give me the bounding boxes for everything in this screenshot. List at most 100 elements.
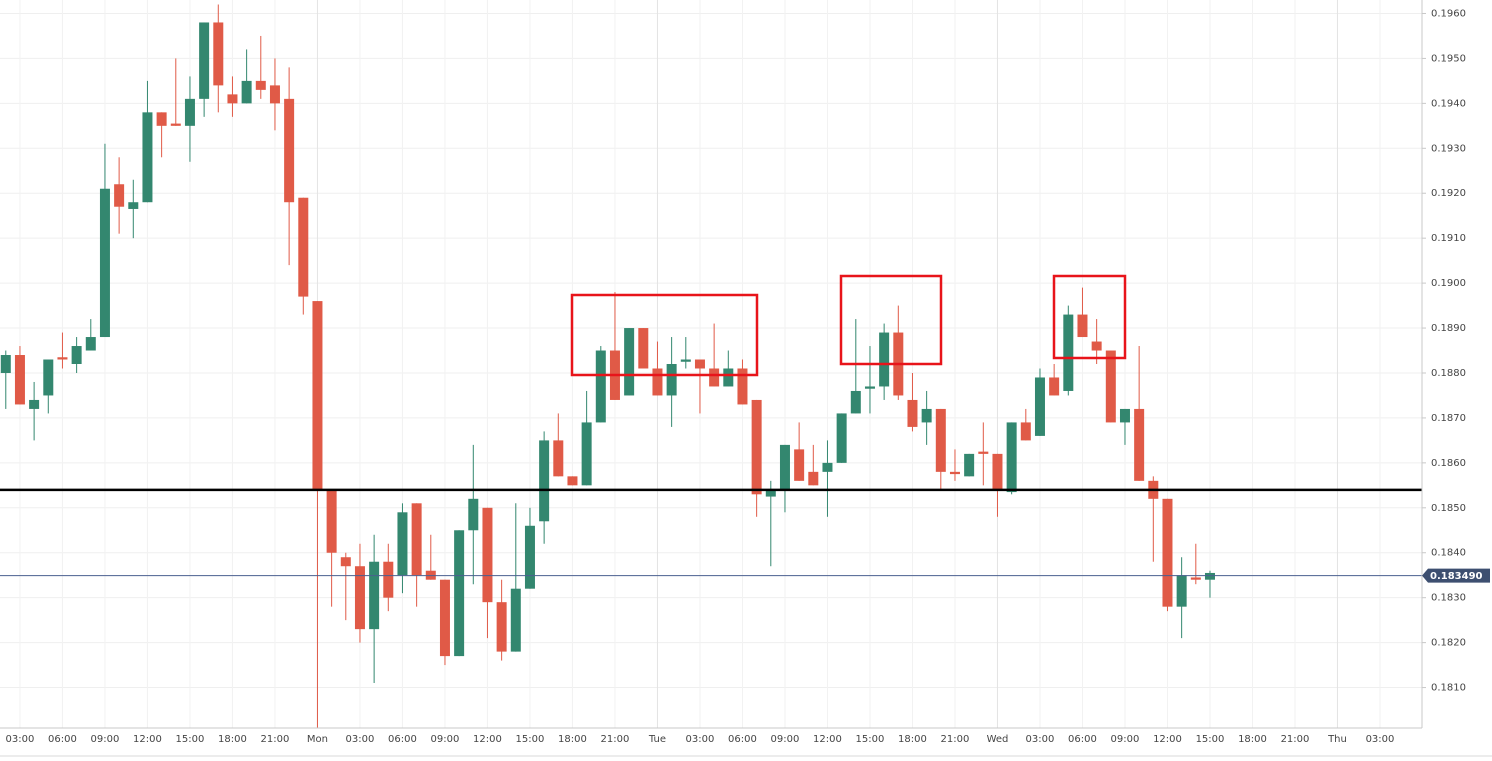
candle-body [298,197,309,297]
candle-body [269,85,280,104]
candle-body [199,22,210,99]
candle-body [553,440,564,477]
x-tick-label: 21:00 [941,734,970,745]
candle-body [142,112,153,203]
y-tick-label: 0.1930 [1431,143,1466,154]
candle-body [326,489,337,553]
candle-body [539,440,550,522]
y-tick-label: 0.1920 [1431,188,1466,199]
highlight-box [570,293,759,377]
x-tick-label: 09:00 [431,734,460,745]
candle-body [213,22,224,86]
candle-body [184,98,195,126]
candle-body [765,489,776,497]
candle-body [567,476,578,486]
x-tick-label: 15:00 [856,734,885,745]
x-tick-label: 03:00 [6,734,35,745]
candle-body [751,399,762,495]
candle-body [1204,572,1215,580]
x-tick-label: 06:00 [728,734,757,745]
y-tick-label: 0.1870 [1431,413,1466,424]
x-tick-label: Wed [987,734,1009,745]
candle-body [482,507,493,603]
candle-body [1162,498,1173,607]
x-tick-label: 21:00 [261,734,290,745]
candle-body [808,471,819,486]
candle-body [836,413,847,463]
candle-body [170,123,181,126]
y-tick-label: 0.1950 [1431,53,1466,64]
candle-body [694,359,705,369]
candle-body [411,503,422,576]
candle-body [1134,408,1145,481]
candle-body [57,357,68,360]
candle-body [709,368,720,387]
highlight-box [839,274,943,366]
x-tick-label: 12:00 [473,734,502,745]
candle-body [1176,575,1187,607]
grid [0,0,1422,728]
candle-body [1105,350,1116,423]
x-tick-label: 21:00 [1281,734,1310,745]
candle-body [227,94,238,104]
y-tick-label: 0.1810 [1431,683,1466,694]
candle-body [241,80,252,104]
x-tick-label: 15:00 [176,734,205,745]
candle-body [156,112,167,126]
candle-body [468,498,479,531]
x-tick-label: 15:00 [516,734,545,745]
x-tick-label: 06:00 [48,734,77,745]
candle-body [383,561,394,598]
candle-body [794,449,805,481]
y-tick-label: 0.1890 [1431,323,1466,334]
candle-body [128,202,139,209]
candle-body [978,451,989,454]
candle-body [369,561,380,630]
candle-body [524,525,535,589]
y-tick-label: 0.1840 [1431,548,1466,559]
candle-body [284,98,295,203]
x-tick-label: 21:00 [601,734,630,745]
annotations [570,274,1127,377]
candle-body [949,471,960,475]
candle-body [354,566,365,630]
candle-body [340,557,351,567]
candle-body [921,408,932,423]
x-tick-label: Mon [307,734,328,745]
x-tick-label: 09:00 [1111,734,1140,745]
candle-body [680,359,691,362]
candle-body [723,368,734,387]
candle-body [1091,341,1102,351]
candle-body [907,399,918,427]
x-tick-label: 03:00 [686,734,715,745]
y-tick-label: 0.1960 [1431,8,1466,19]
candle-body [1049,377,1060,396]
x-tick-label: 03:00 [1366,734,1395,745]
candle-body [595,350,606,423]
candle-body [992,453,1003,490]
x-tick-label: 18:00 [558,734,587,745]
candle-body [864,386,875,389]
x-tick-label: 12:00 [133,734,162,745]
candle-body [964,453,975,477]
y-tick-label: 0.1860 [1431,458,1466,469]
candle-body [397,512,408,576]
x-tick-label: Thu [1327,734,1347,745]
candle-body [454,530,465,657]
candle-body [114,184,125,207]
candle-body [1034,377,1045,436]
candle-body [1006,422,1017,493]
x-tick-label: 18:00 [898,734,927,745]
y-tick-label: 0.1850 [1431,503,1466,514]
candle-body [85,337,96,351]
current-price-label: 0.183490 [1430,571,1483,582]
candle-body [0,355,11,373]
candle-body [737,368,748,405]
candle-body [255,80,266,90]
candle-body [510,588,521,652]
y-tick-label: 0.1880 [1431,368,1466,379]
candle-body [850,390,861,414]
y-tick-label: 0.1900 [1431,278,1466,289]
